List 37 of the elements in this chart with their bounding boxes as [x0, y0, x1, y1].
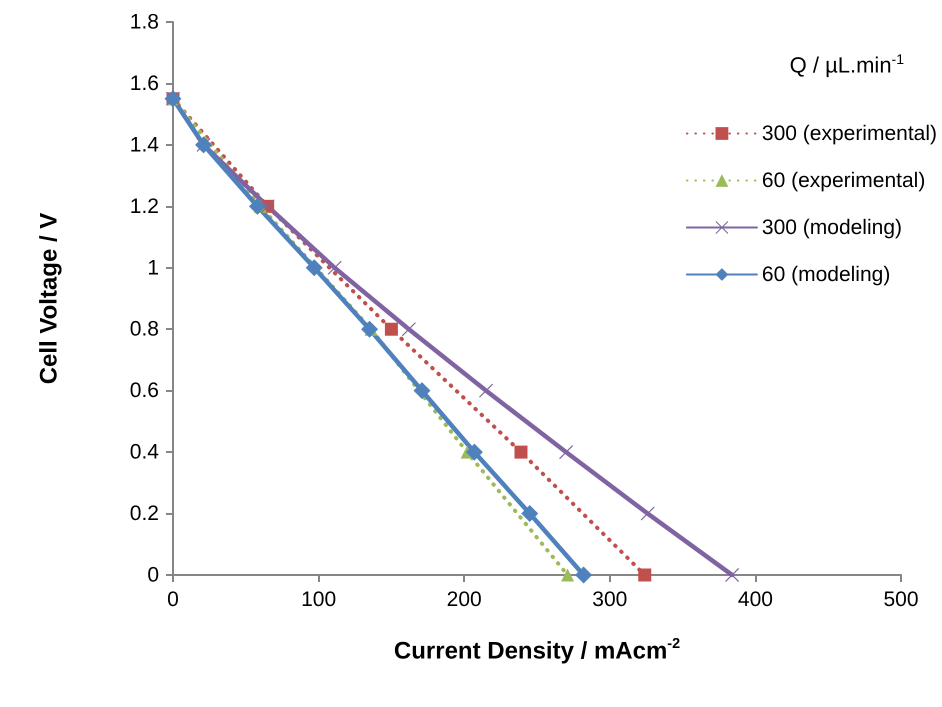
y-axis-title: Cell Voltage / V: [36, 212, 62, 384]
y-tick-label: 0.8: [130, 318, 159, 341]
x-tick-label: 200: [446, 588, 482, 611]
point: [361, 320, 378, 338]
x-tick-label: 500: [883, 588, 919, 611]
point: [575, 566, 592, 584]
x-tick-label: 400: [738, 588, 773, 611]
legend-label: 300 (modeling): [762, 216, 902, 239]
point: [559, 445, 574, 460]
point: [638, 568, 652, 582]
point: [306, 259, 323, 276]
x-tick-label: 0: [167, 588, 179, 611]
y-tick-label: 1.6: [130, 72, 159, 95]
point: [248, 198, 266, 215]
point: [514, 446, 528, 459]
x-tick-label: 300: [592, 588, 628, 611]
y-tick-label: 0.2: [130, 502, 159, 526]
legend-label: 300 (experimental): [762, 122, 938, 145]
legend-label: 60 (experimental): [762, 169, 926, 192]
point: [328, 260, 342, 275]
y-tick-label: 0.6: [130, 379, 159, 402]
point: [466, 444, 483, 461]
point: [561, 568, 574, 582]
point: [640, 506, 655, 521]
y-tick-label: 1: [147, 256, 159, 280]
point: [725, 568, 740, 582]
y-tick-label: 1.8: [130, 10, 159, 34]
point: [413, 382, 430, 400]
legend-label: 60 (modeling): [762, 263, 890, 286]
point: [521, 505, 538, 522]
point: [479, 384, 494, 398]
point: [384, 322, 398, 336]
y-tick-label: 0.4: [130, 440, 160, 464]
y-tick-label: 1.4: [130, 133, 160, 156]
x-tick-label: 100: [301, 588, 336, 611]
y-tick-label: 0: [147, 564, 159, 586]
y-tick-label: 1.2: [130, 194, 159, 218]
